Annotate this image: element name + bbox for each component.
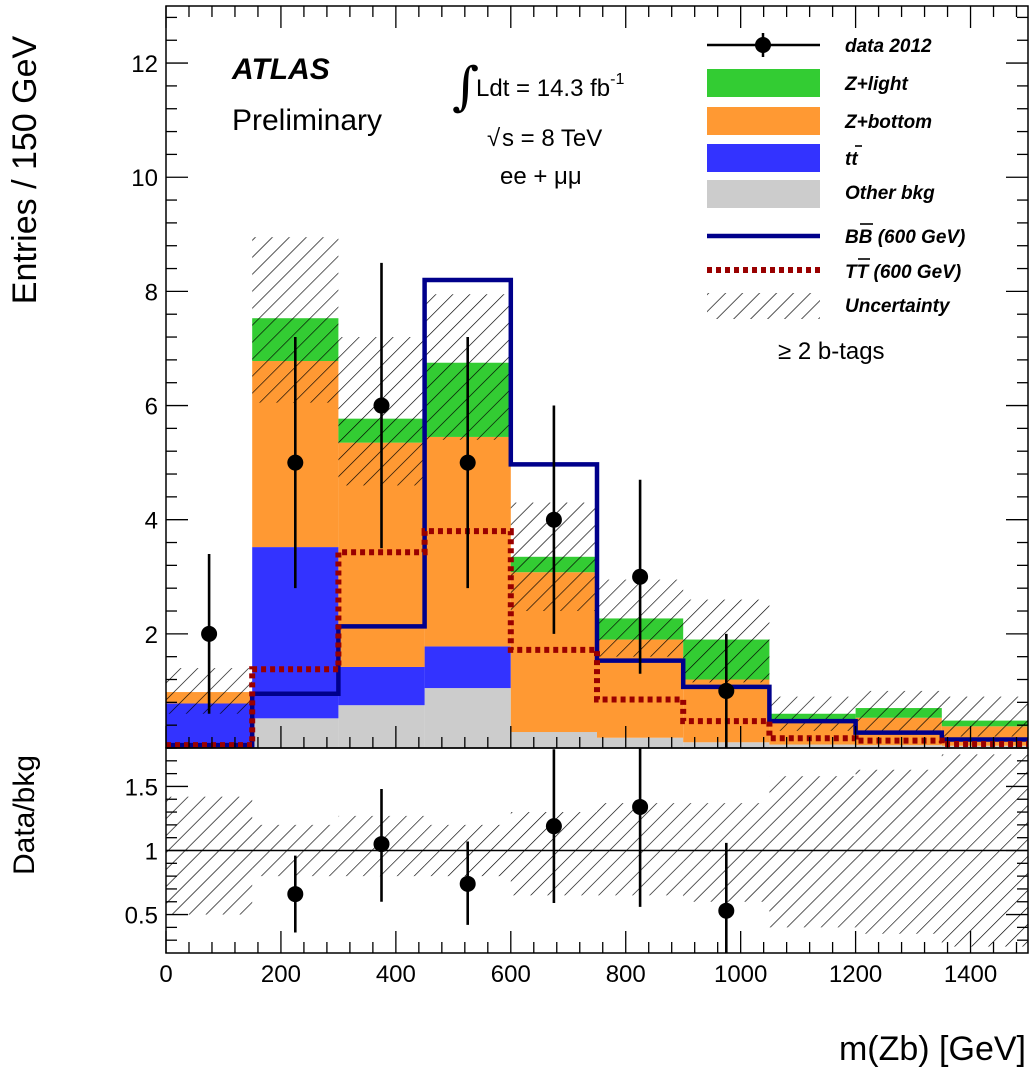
ratio-point-2 bbox=[459, 875, 476, 892]
y-tick-label-2: 2 bbox=[145, 622, 158, 649]
x-tick-label-600: 600 bbox=[491, 961, 531, 988]
ratio-point-1 bbox=[373, 836, 390, 853]
stack-bar-other-bkg-bin-3 bbox=[424, 688, 511, 748]
y-tick-label-10: 10 bbox=[131, 165, 158, 192]
ratio-point-4 bbox=[632, 798, 649, 815]
channel-label: ee + μμ bbox=[500, 163, 582, 190]
data-point-4 bbox=[545, 511, 562, 528]
legend-zbottom-swatch bbox=[707, 107, 820, 135]
data-point-1 bbox=[287, 454, 304, 471]
legend-other-label: Other bkg bbox=[845, 183, 935, 204]
legend-tt-signal-label: TT (600 GeV) bbox=[845, 262, 961, 283]
data-point-0 bbox=[201, 625, 218, 642]
uncertainty-band bbox=[166, 237, 1028, 737]
ratio-band-bin-0 bbox=[166, 796, 253, 915]
stack-bar-other-bkg-bin-8 bbox=[855, 745, 942, 748]
x-tick-label-800: 800 bbox=[606, 961, 646, 988]
legend-other-swatch bbox=[707, 180, 820, 208]
legend-uncertainty-swatch bbox=[707, 293, 820, 319]
luminosity-label: Ldt = 14.3 fb-1 bbox=[476, 71, 624, 102]
stack-bar-other-bkg-bin-4 bbox=[510, 732, 597, 748]
ratio-axes: 0.5 1 1.5 0 200 400 600 800 1000 1200 1400 bbox=[125, 747, 1029, 988]
legend-entry-data: data 2012 bbox=[707, 33, 932, 57]
preliminary-label: Preliminary bbox=[232, 104, 382, 137]
y-tick-label-12: 12 bbox=[131, 51, 158, 78]
ratio-uncertainty-band bbox=[166, 754, 1028, 947]
x-tick-label-1200: 1200 bbox=[829, 961, 882, 988]
ratio-y-axis-title: Data/bkg bbox=[8, 755, 41, 875]
ratio-band-bin-8 bbox=[855, 769, 942, 934]
ratio-point-0 bbox=[287, 886, 304, 903]
data-point-5 bbox=[632, 568, 649, 585]
legend-zlight-swatch bbox=[707, 69, 820, 97]
x-axis-title: m(Zb) [GeV] bbox=[839, 1030, 1026, 1068]
legend-entry-other: Other bkg bbox=[707, 180, 935, 208]
legend-bb-main: BB bbox=[845, 227, 873, 248]
x-tick-label-400: 400 bbox=[376, 961, 416, 988]
legend-zbottom-label: Z+bottom bbox=[844, 112, 932, 133]
atlas-label: ATLAS bbox=[231, 53, 330, 86]
data-point-2 bbox=[373, 397, 390, 414]
luminosity-value: Ldt = 14.3 fb bbox=[476, 75, 610, 102]
legend-tt-signal-suffix: (600 GeV) bbox=[868, 262, 961, 283]
x-tick-label-200: 200 bbox=[261, 961, 301, 988]
uncertainty-band-bin-8 bbox=[855, 690, 942, 731]
y-axis-title: Entries / 150 GeV bbox=[6, 36, 44, 305]
stack-bar-other-bkg-bin-5 bbox=[597, 737, 684, 748]
y-tick-label-8: 8 bbox=[145, 279, 158, 306]
legend-entry-zlight: Z+light bbox=[707, 69, 908, 97]
legend: data 2012 Z+light Z+bottom tt Other bkg … bbox=[707, 33, 965, 319]
integral-symbol: ∫ bbox=[452, 57, 479, 117]
ratio-data-points bbox=[287, 748, 735, 953]
legend-data-marker bbox=[755, 37, 771, 53]
data-point-3 bbox=[459, 454, 476, 471]
ratio-point-3 bbox=[545, 818, 562, 835]
legend-uncertainty-label: Uncertainty bbox=[845, 296, 951, 317]
legend-tt-signal-main: TT bbox=[845, 262, 870, 283]
legend-entry-tt-signal: TT (600 GeV) bbox=[707, 258, 961, 283]
sqrt-symbol: √ bbox=[487, 125, 501, 152]
ratio-y-tick-label-1.5: 1.5 bbox=[125, 774, 158, 801]
btag-selection-label: ≥ 2 b-tags bbox=[778, 338, 885, 365]
stack-bar-other-bkg-bin-1 bbox=[252, 718, 339, 748]
luminosity-exponent: -1 bbox=[610, 71, 624, 88]
legend-entry-uncertainty: Uncertainty bbox=[707, 293, 951, 319]
ratio-band-bin-7 bbox=[769, 776, 856, 928]
legend-entry-ttbar: tt bbox=[707, 144, 862, 172]
stack-bar-t-t-bin-3 bbox=[424, 646, 511, 689]
uncertainty-band-bin-7 bbox=[769, 696, 856, 731]
stack-bar-t-t-bin-2 bbox=[338, 666, 425, 706]
legend-ttbar-label: tt bbox=[845, 149, 858, 170]
legend-entry-bb: BB (600 GeV) bbox=[707, 223, 965, 248]
data-points bbox=[201, 262, 735, 748]
stack-bar-other-bkg-bin-7 bbox=[769, 744, 856, 748]
x-tick-label-1000: 1000 bbox=[714, 961, 767, 988]
legend-data-label: data 2012 bbox=[845, 36, 932, 57]
legend-entry-zbottom: Z+bottom bbox=[707, 107, 932, 135]
legend-bb-label: BB (600 GeV) bbox=[845, 227, 965, 248]
uncertainty-band-bin-9 bbox=[941, 696, 1028, 737]
stack-bar-other-bkg-bin-2 bbox=[338, 705, 425, 748]
legend-zlight-label: Z+light bbox=[844, 74, 908, 95]
data-point-6 bbox=[718, 682, 735, 699]
main-axes: 2 4 6 8 10 12 bbox=[131, 5, 1029, 749]
legend-ttbar-swatch bbox=[707, 144, 820, 172]
x-tick-label-1400: 1400 bbox=[944, 961, 997, 988]
ratio-y-tick-label-0.5: 0.5 bbox=[125, 903, 158, 930]
ratio-point-5 bbox=[718, 902, 735, 919]
x-tick-label-0: 0 bbox=[159, 961, 172, 988]
ratio-y-tick-label-1: 1 bbox=[145, 839, 158, 866]
y-tick-label-6: 6 bbox=[145, 394, 158, 421]
y-tick-label-4: 4 bbox=[145, 508, 158, 535]
energy-label: s = 8 TeV bbox=[502, 125, 602, 152]
legend-bb-suffix: (600 GeV) bbox=[872, 227, 965, 248]
